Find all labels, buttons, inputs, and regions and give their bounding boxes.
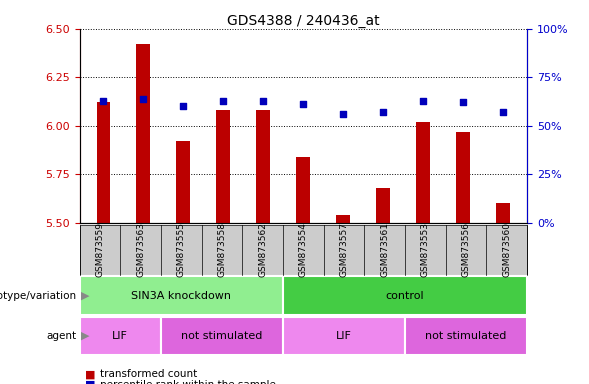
Text: ▶: ▶	[81, 291, 89, 301]
Text: GSM873555: GSM873555	[177, 222, 186, 277]
Text: ■: ■	[85, 369, 96, 379]
Text: GSM873558: GSM873558	[217, 222, 226, 277]
Point	[379, 109, 388, 115]
Point	[99, 98, 108, 104]
Bar	[137, 44, 150, 223]
Point	[299, 101, 308, 108]
Text: genotype/variation: genotype/variation	[0, 291, 77, 301]
Text: not stimulated: not stimulated	[425, 331, 507, 341]
Bar	[456, 132, 470, 223]
Bar	[376, 188, 391, 223]
Bar	[336, 215, 350, 223]
Text: GSM873559: GSM873559	[95, 222, 104, 277]
Text: transformed count: transformed count	[100, 369, 197, 379]
Point	[139, 96, 148, 102]
Point	[178, 103, 188, 109]
Text: GSM873553: GSM873553	[421, 222, 430, 277]
Bar	[496, 204, 510, 223]
Point	[339, 111, 348, 117]
Text: GSM873563: GSM873563	[136, 222, 145, 277]
Bar	[216, 110, 230, 223]
Text: GSM873554: GSM873554	[299, 222, 308, 277]
Text: agent: agent	[47, 331, 77, 341]
Bar	[97, 103, 111, 223]
Text: LIF: LIF	[112, 331, 128, 341]
Text: GSM873561: GSM873561	[380, 222, 389, 277]
Bar	[177, 141, 190, 223]
Point	[458, 99, 468, 106]
Point	[259, 98, 268, 104]
Text: percentile rank within the sample: percentile rank within the sample	[100, 380, 276, 384]
Point	[419, 98, 428, 104]
Bar	[256, 110, 270, 223]
Text: SIN3A knockdown: SIN3A knockdown	[131, 291, 231, 301]
Bar	[416, 122, 430, 223]
Text: ■: ■	[85, 380, 96, 384]
Point	[498, 109, 508, 115]
Point	[219, 98, 228, 104]
Text: control: control	[386, 291, 425, 301]
Text: GSM873556: GSM873556	[462, 222, 471, 277]
Text: GSM873562: GSM873562	[258, 222, 267, 277]
Text: GSM873557: GSM873557	[339, 222, 349, 277]
Bar	[296, 157, 310, 223]
Text: not stimulated: not stimulated	[181, 331, 263, 341]
Text: ▶: ▶	[81, 331, 89, 341]
Text: GSM873560: GSM873560	[502, 222, 511, 277]
Title: GDS4388 / 240436_at: GDS4388 / 240436_at	[227, 14, 380, 28]
Text: LIF: LIF	[336, 331, 352, 341]
